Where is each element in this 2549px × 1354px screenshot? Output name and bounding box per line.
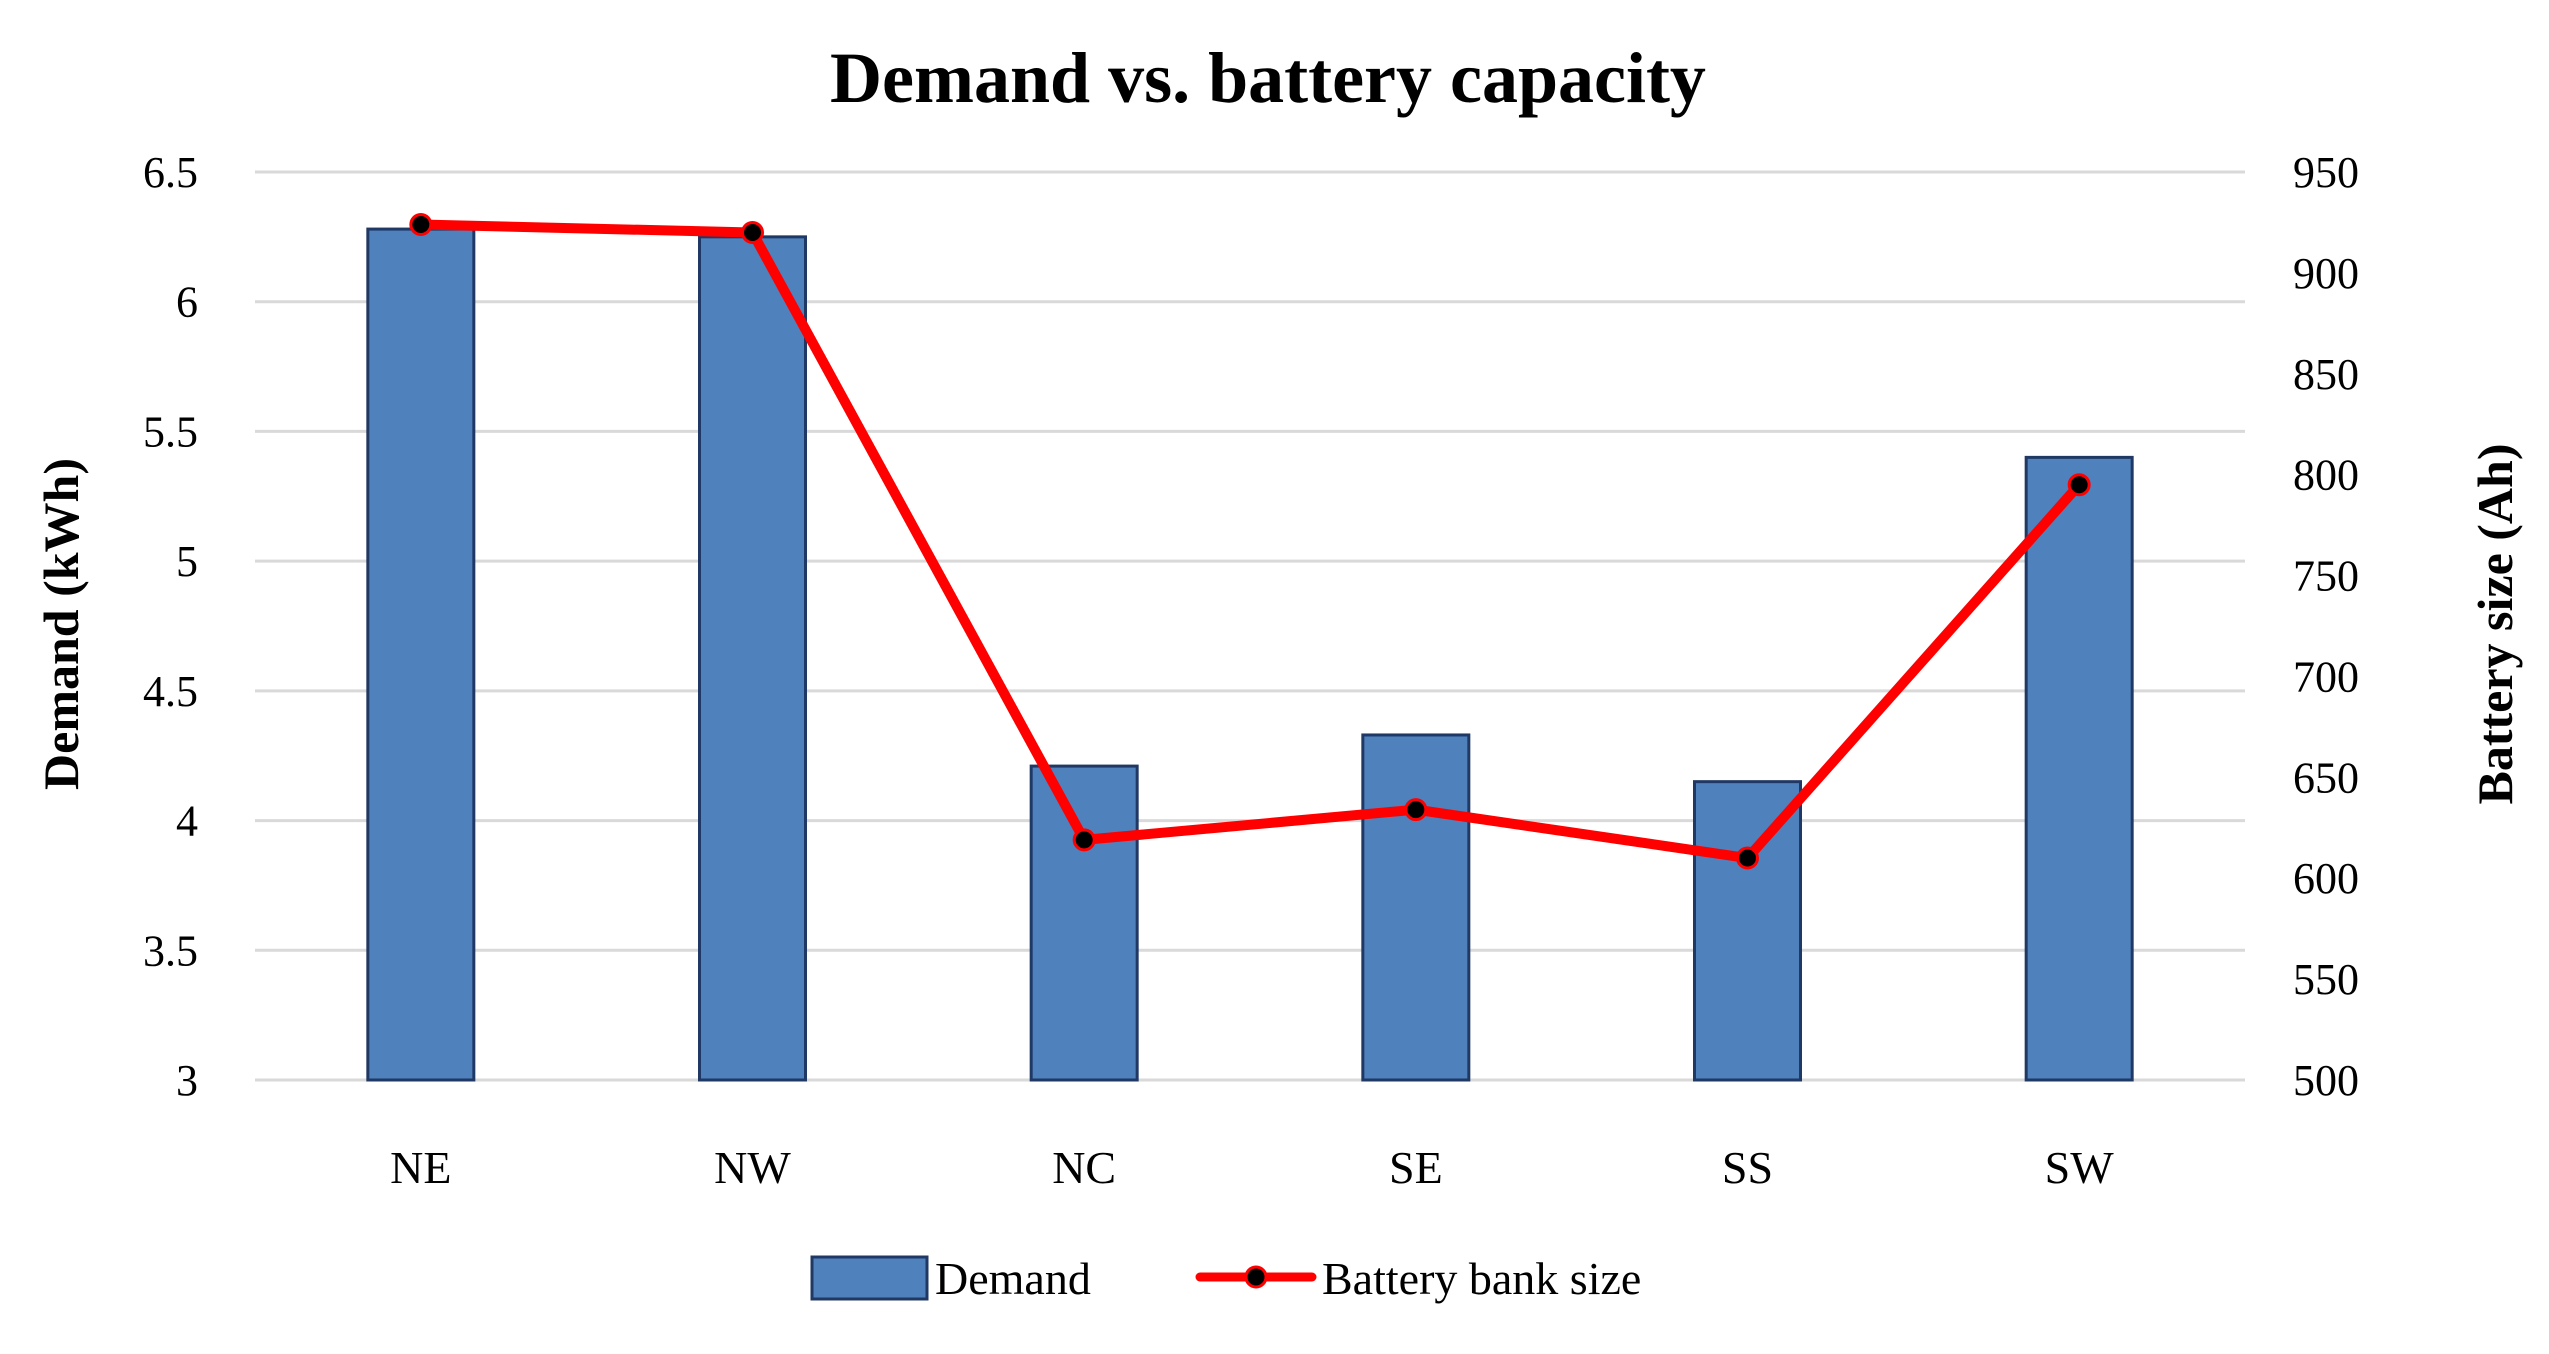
category-axis-labels: NE NW NC SE SS SW: [390, 1142, 2114, 1193]
battery-line: [415, 219, 2085, 864]
bar-nc: [1029, 764, 1139, 1082]
category-label-ss: SS: [1722, 1142, 1773, 1193]
bar-series-demand: [366, 227, 2134, 1082]
left-tick-label: 3.5: [143, 926, 198, 975]
left-tick-label: 5: [176, 537, 198, 586]
legend-swatch-demand: [810, 1255, 929, 1301]
left-axis-title: Demand (kWh): [33, 458, 89, 790]
right-tick-label: 800: [2293, 451, 2359, 500]
right-axis-ticks: 500 550 600 650 700 750 800 850 900 950: [2293, 148, 2359, 1105]
right-tick-label: 500: [2293, 1056, 2359, 1105]
right-tick-label: 650: [2293, 753, 2359, 802]
legend-label-demand: Demand: [935, 1253, 1091, 1304]
right-axis-title: Battery size (Ah): [2467, 444, 2523, 805]
right-tick-label: 950: [2293, 148, 2359, 197]
line-series-battery: [409, 212, 2091, 870]
battery-point-nc: [1072, 828, 1096, 852]
left-tick-label: 4: [176, 797, 198, 846]
right-tick-label: 900: [2293, 249, 2359, 298]
right-tick-label: 750: [2293, 552, 2359, 601]
category-label-se: SE: [1389, 1142, 1443, 1193]
battery-point-sw: [2067, 473, 2091, 497]
bar-ne: [366, 227, 476, 1082]
battery-point-nw: [741, 221, 764, 245]
left-tick-label: 5.5: [143, 407, 198, 456]
gridlines: [255, 170, 2245, 1082]
legend-swatch-battery-marker: [1244, 1265, 1268, 1289]
battery-point-ne: [409, 212, 433, 236]
left-tick-label: 6.5: [143, 148, 198, 197]
legend-label-battery: Battery bank size: [1322, 1253, 1641, 1304]
category-label-ne: NE: [390, 1142, 451, 1193]
chart-title: Demand vs. battery capacity: [830, 38, 1706, 118]
bar-nw: [698, 235, 807, 1082]
bar-se: [1361, 733, 1471, 1082]
category-label-nc: NC: [1052, 1142, 1116, 1193]
bar-sw: [2024, 455, 2134, 1082]
left-tick-label: 6: [176, 278, 198, 327]
battery-point-ss: [1736, 846, 1759, 870]
right-tick-label: 600: [2293, 854, 2359, 903]
legend: Demand Battery bank size: [810, 1253, 1641, 1304]
left-tick-label: 4.5: [143, 667, 198, 716]
left-tick-label: 3: [176, 1056, 198, 1105]
right-tick-label: 550: [2293, 955, 2359, 1004]
left-axis-ticks: 3 3.5 4 4.5 5 5.5 6 6.5: [143, 148, 198, 1105]
bar-ss: [1693, 780, 1802, 1082]
right-tick-label: 700: [2293, 652, 2359, 701]
battery-point-se: [1404, 798, 1428, 822]
category-label-nw: NW: [714, 1142, 791, 1193]
right-tick-label: 850: [2293, 350, 2359, 399]
category-label-sw: SW: [2045, 1142, 2115, 1193]
